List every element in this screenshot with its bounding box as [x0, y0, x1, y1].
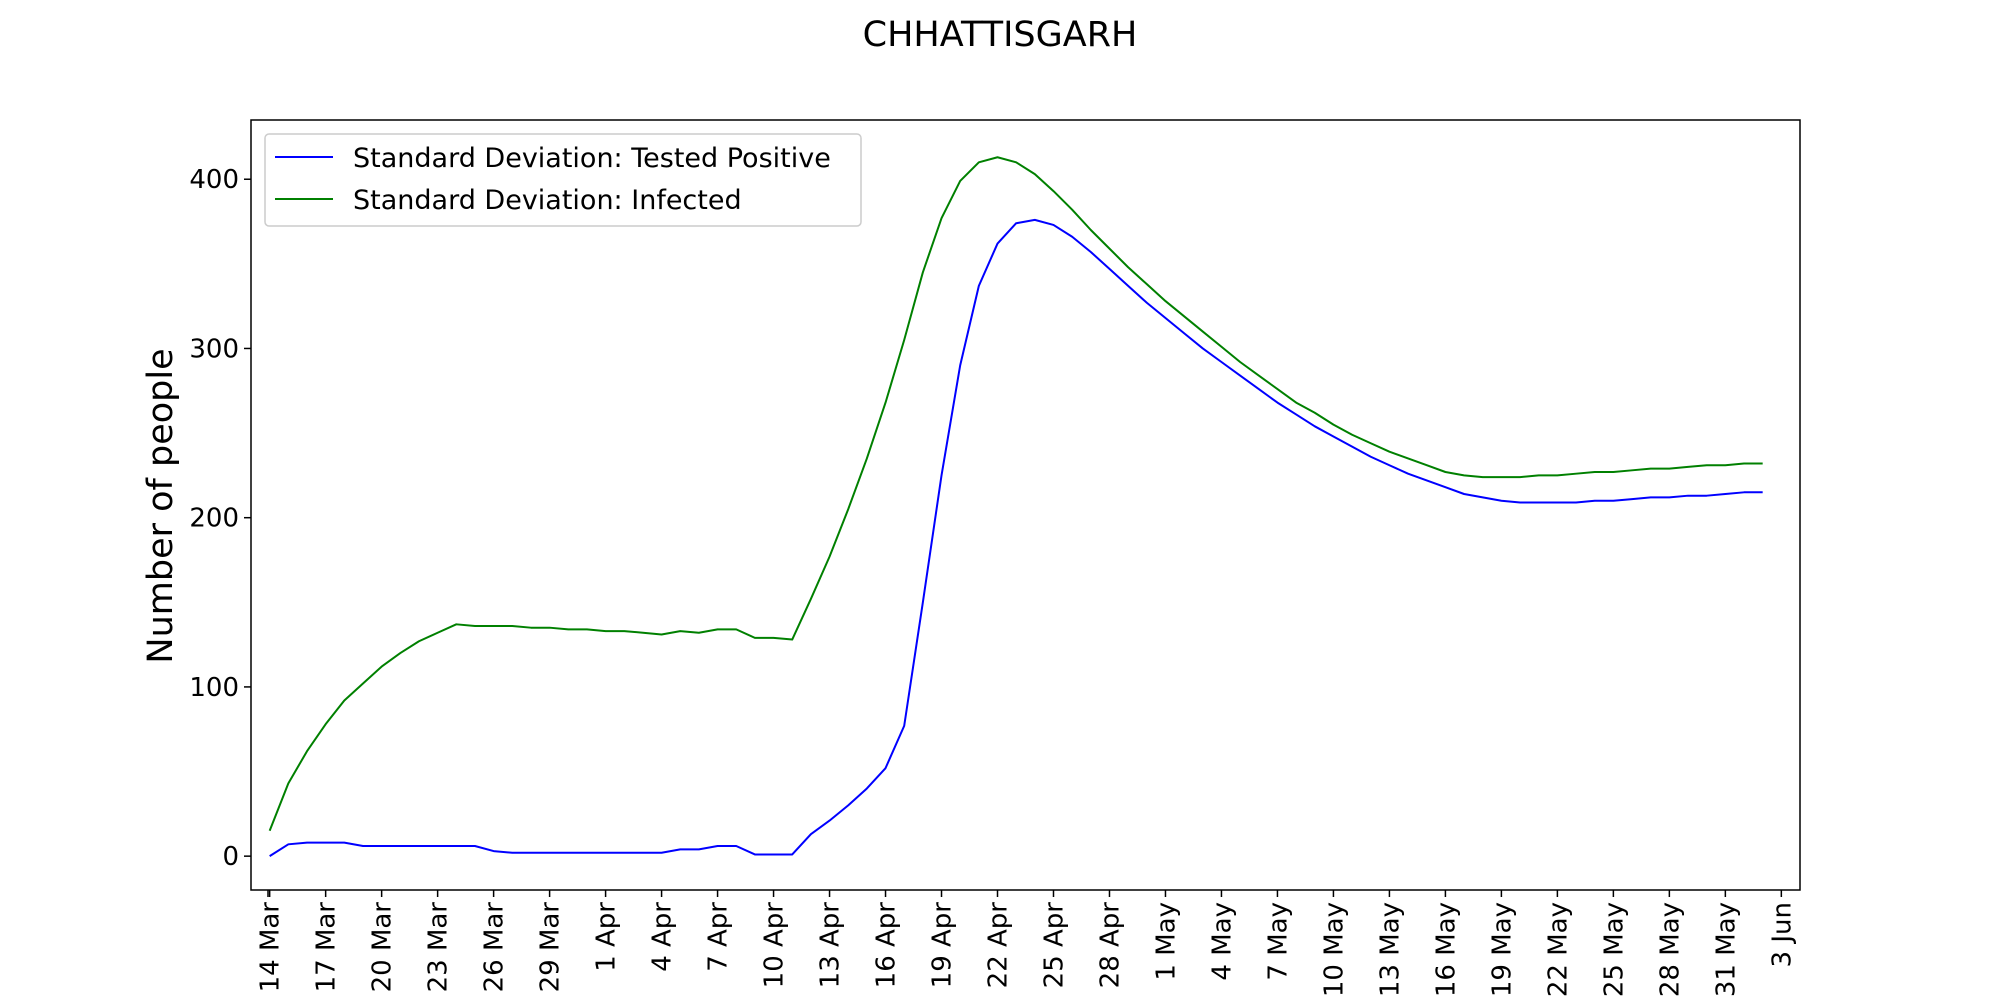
x-tick-label: 4 May: [1207, 902, 1237, 981]
x-tick-label: 13 Apr: [816, 902, 846, 989]
x-tick-label: 16 May: [1431, 902, 1461, 997]
x-tick-label: 28 May: [1655, 902, 1685, 997]
x-tick-label: 23 Mar: [424, 902, 454, 993]
x-tick-label: 16 Apr: [872, 902, 902, 989]
y-tick-label: 0: [222, 842, 239, 872]
x-tick-label: 10 May: [1319, 902, 1349, 997]
x-tick-label: 22 Apr: [984, 902, 1014, 989]
y-tick-label: 400: [189, 165, 239, 195]
legend-label-infected: Standard Deviation: Infected: [353, 185, 742, 216]
legend-label-tested-positive: Standard Deviation: Tested Positive: [353, 143, 831, 174]
x-tick-label: 28 Apr: [1095, 902, 1125, 989]
y-tick-label: 200: [189, 504, 239, 534]
x-tick-label: 10 Apr: [760, 902, 790, 989]
series-line-standard-deviation-tested-positive: [269, 218, 1763, 857]
x-tick-label: 29 Mar: [536, 902, 566, 993]
legend: Standard Deviation: Tested Positive Stan…: [264, 133, 862, 227]
x-tick-label: 3 Jun: [1767, 902, 1797, 967]
series-line-standard-deviation-infected: [268, 156, 1763, 832]
x-tick-label: 26 Mar: [480, 902, 510, 993]
x-tick-label: 17 Mar: [312, 902, 342, 993]
plot-area: [250, 119, 1801, 891]
y-axis-label: Number of people: [141, 348, 181, 663]
series-lines: [268, 156, 1763, 857]
x-tick-label: 13 May: [1375, 902, 1405, 997]
x-tick-label: 4 Apr: [648, 902, 678, 972]
x-tick-label: 19 May: [1487, 902, 1517, 997]
chart-title: CHHATTISGARH: [863, 15, 1138, 55]
x-tick-label: 7 May: [1263, 902, 1293, 981]
x-tick-label: 31 May: [1711, 902, 1741, 997]
x-tick-label: 1 May: [1151, 902, 1181, 981]
y-axis: 0 100 200 300 400: [189, 165, 251, 872]
legend-box: [264, 133, 862, 227]
x-axis: 14 Mar 17 Mar 20 Mar 23 Mar 26 Mar 29 Mar 1 Ap…: [256, 890, 1797, 997]
x-tick-label: 7 Apr: [704, 902, 734, 972]
x-tick-label: 19 Apr: [928, 902, 958, 989]
y-tick-label: 300: [189, 334, 239, 364]
x-tick-label: 20 Mar: [368, 902, 398, 993]
x-tick-label: 1 Apr: [592, 902, 622, 972]
x-tick-label: 22 May: [1543, 902, 1573, 997]
x-tick-label: 25 Apr: [1039, 902, 1069, 989]
x-tick-label: 25 May: [1599, 902, 1629, 997]
x-tick-label: 14 Mar: [256, 902, 286, 993]
y-tick-label: 100: [189, 673, 239, 703]
